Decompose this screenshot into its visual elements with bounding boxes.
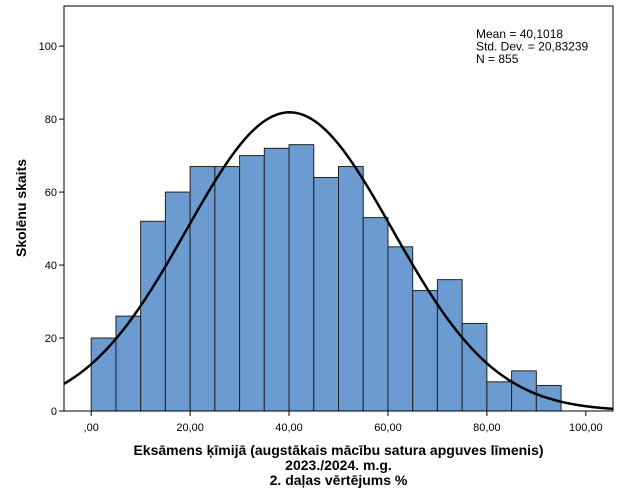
x-tick-label-5: 100,00 [569,422,603,434]
histogram-bar-12 [387,246,414,412]
histogram-bar-7 [263,147,290,412]
y-axis-title: Skolēnu skaits [13,159,29,257]
x-axis-title-line-0: Eksāmens ķīmijā (augstākais mācību satur… [133,442,543,458]
x-axis-title-line-2: 2. daļas vērtējums % [270,472,408,488]
stats-line-1: Std. Dev. = 20,83239 [476,40,589,54]
y-tick-label-0: 0 [51,406,57,418]
y-tick-label-2: 40 [45,260,57,272]
x-tick-label-4: 80,00 [473,422,501,434]
y-tick-label-1: 20 [45,333,57,345]
bars-group [90,144,562,412]
y-tick-label-3: 60 [45,187,57,199]
x-tick-label-0: ,00 [84,422,99,434]
histogram-bar-15 [461,322,488,412]
curve-group [63,111,614,411]
histogram-bar-2 [140,220,166,412]
y-tick-label-4: 80 [45,114,57,126]
y-tick-label-5: 100 [39,41,57,53]
plot-frame [63,5,614,412]
normal-curve [63,111,614,411]
histogram-bar-8 [288,144,315,412]
histogram-bar-14 [436,279,463,412]
x-tick-label-1: 20,00 [176,422,204,434]
stats-line-0: Mean = 40,1018 [476,27,563,41]
axes-group [59,5,614,416]
histogram-bar-1 [115,315,142,412]
histogram-bar-6 [239,155,265,412]
histogram-bar-5 [214,166,241,412]
x-tick-label-3: 60,00 [374,422,402,434]
histogram-bar-13 [412,290,438,412]
histogram-bar-3 [164,191,191,412]
x-axis-title-line-1: 2023./2024. m.g. [285,457,392,473]
histogram-bar-9 [313,176,339,412]
histogram-bar-0 [90,337,117,412]
stats-line-2: N = 855 [476,52,519,66]
histogram-bar-10 [338,166,364,412]
histogram-bar-16 [486,381,513,412]
histogram-bar-11 [362,217,389,412]
x-tick-label-2: 40,00 [275,422,303,434]
histogram-bar-17 [511,370,537,412]
